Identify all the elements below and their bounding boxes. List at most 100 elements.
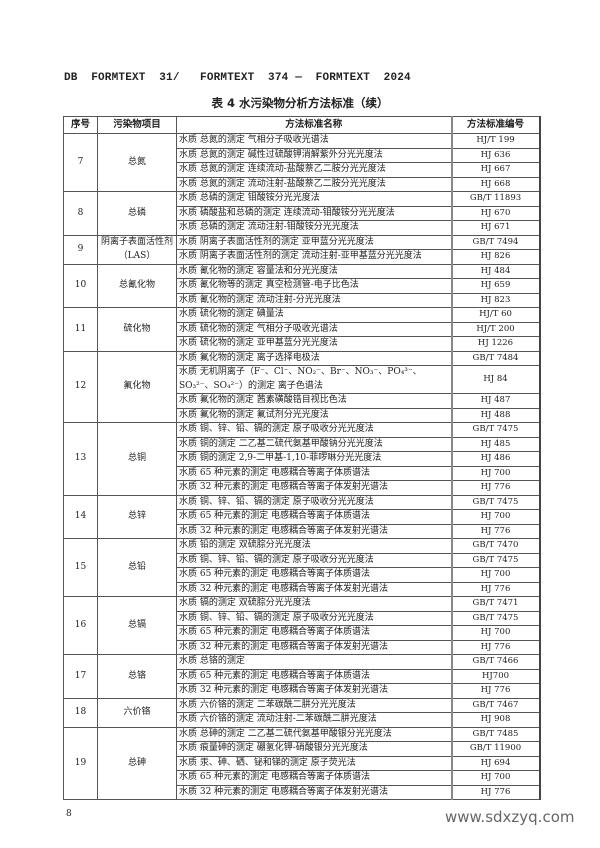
methods-table: 序号 污染物项目 方法标准名称 方法标准编号 7 总氮 水质 总氮的测定 气相分子吸… — [63, 116, 541, 800]
table-row: 水质 65 种元素的测定 电感耦合等离子体质谱法 HJ 700 — [64, 770, 540, 786]
method-code: HJ 776 — [450, 683, 540, 699]
table-row: 水质 32 种元素的测定 电感耦合等离子体发射光谱法 HJ 776 — [64, 784, 540, 800]
method-code: HJ 668 — [450, 176, 540, 192]
method-code: HJ 700 — [450, 625, 540, 641]
method-code: HJ 700 — [450, 465, 540, 481]
table-row: 8 总磷 水质 总磷的测定 钼酸铵分光光度法 GB/T 11893 — [63, 191, 540, 236]
method-name: 水质 阴离子表面活性剂的测定 亚甲蓝分光光度法 — [176, 234, 452, 250]
page-number: 8 — [66, 809, 72, 819]
method-name: 水质 32 种元素的测定 电感耦合等离子体发射光谱法 — [176, 480, 452, 496]
method-name: 水质 铜的测定 2,9-二甲基-1,10-菲啰啉分光光度法 — [176, 451, 452, 467]
method-name: 水质 总氮的测定 连续流动-盐酸萘乙二胺分光光度法 — [176, 162, 452, 178]
method-code: HJ 671 — [450, 220, 540, 236]
table-row: 14 总锌 水质 铜、锌、铅、镉的测定 原子吸收分光光度法 GB/T 7475 — [63, 494, 540, 539]
pollutant-name: 六价铬 — [97, 697, 177, 728]
method-name: 水质 总磷的测定 钼酸铵分光光度法 — [176, 191, 452, 207]
method-code: HJ 1226 — [450, 336, 540, 352]
pollutant-name: 总镉 — [97, 596, 177, 655]
table-row: 水质 32 种元素的测定 电感耦合等离子体发射光谱法 HJ 776 — [64, 683, 540, 699]
method-code: GB/T 11893 — [450, 191, 540, 207]
method-name: 水质 65 种元素的测定 电感耦合等离子体质谱法 — [176, 625, 452, 641]
method-name: 水质 32 种元素的测定 电感耦合等离子体发射光谱法 — [176, 639, 452, 655]
table-row: 18 六价铬 水质 六价铬的测定 二苯碳酰二肼分光光度法 GB/T 7467 — [63, 697, 540, 728]
row-number: 16 — [63, 596, 98, 655]
method-name: 水质 铅的测定 双硫腙分光光度法 — [176, 538, 452, 554]
column-header-pollutant: 污染物项目 — [97, 116, 177, 134]
method-code: HJ 700 — [450, 509, 540, 525]
table-row: 10 总氰化物 水质 氰化物的测定 容量法和分光光度法 HJ 484 — [63, 263, 540, 308]
method-name: 水质 32 种元素的测定 电感耦合等离子体发射光谱法 — [176, 581, 452, 597]
table-row: 15 总铅 水质 铅的测定 双硫腙分光光度法 GB/T 7470 — [63, 538, 540, 597]
method-code: HJ 776 — [450, 523, 540, 539]
method-name: 水质 硫化物的测定 气相分子吸收光谱法 — [176, 321, 452, 337]
watermark: www.sdxzyq.com — [445, 808, 575, 826]
table-row: 水质 无机阴离子（F⁻、Cl⁻、NO₂⁻、Br⁻、NO₃⁻、PO₄³⁻、SO₃²… — [64, 365, 540, 394]
row-number: 19 — [63, 726, 98, 800]
method-name: 水质 32 种元素的测定 电感耦合等离子体发射光谱法 — [176, 523, 452, 539]
method-code: HJ 826 — [450, 249, 540, 265]
method-code: GB/T 7475 — [450, 610, 540, 626]
method-name: 水质 痕量砷的测定 硼氢化钾-硝酸银分光光度法 — [176, 741, 452, 757]
method-name: 水质 氟化物的测定 茜素磺酸锆目视比色法 — [176, 393, 452, 409]
method-code: GB/T 7475 — [450, 494, 540, 510]
method-name: 水质 铜、锌、铅、镉的测定 原子吸收分光光度法 — [176, 552, 452, 568]
method-code: HJ 700 — [450, 567, 540, 583]
table-row: 水质 32 种元素的测定 电感耦合等离子体发射光谱法 HJ 776 — [64, 480, 540, 496]
table-row: 13 总铜 水质 铜、锌、铅、镉的测定 原子吸收分光光度法 GB/T 7475 — [63, 422, 540, 496]
method-name: 水质 氰化物的测定 流动注射-分光光度法 — [176, 292, 452, 308]
method-name: 水质 65 种元素的测定 电感耦合等离子体质谱法 — [176, 770, 452, 786]
method-name: 水质 六价铬的测定 流动注射-二苯碳酰二肼光度法 — [176, 712, 452, 728]
method-name: 水质 镉的测定 双硫腙分光光度法 — [176, 596, 452, 612]
table-row: 水质 65 种元素的测定 电感耦合等离子体质谱法 HJ 700 — [64, 465, 540, 481]
method-code: GB/T 7494 — [450, 234, 540, 250]
pollutant-name: 总氮 — [97, 133, 177, 192]
pollutant-name: 总磷 — [97, 191, 177, 236]
table-row: 水质 阴离子表面活性剂的测定 流动注射-亚甲基蓝分光光度法 HJ 826 — [64, 249, 540, 265]
method-name: 水质 氰化物的测定 容量法和分光光度法 — [176, 263, 452, 279]
pollutant-name: 总砷 — [97, 726, 177, 800]
method-code: HJ/T 200 — [450, 321, 540, 337]
column-header-method-code: 方法标准编号 — [450, 116, 540, 134]
method-code: HJ 487 — [450, 393, 540, 409]
method-name: 水质 铜的测定 二乙基二硫代氨基甲酸钠分光光度法 — [176, 436, 452, 452]
table-row: 9 阴离子表面活性剂（LAS） 水质 阴离子表面活性剂的测定 亚甲蓝分光光度法 GB/… — [63, 234, 540, 265]
method-code: HJ 84 — [450, 365, 540, 394]
row-number: 13 — [63, 422, 98, 496]
column-header-no: 序号 — [63, 116, 98, 134]
row-number: 14 — [63, 494, 98, 539]
row-number: 15 — [63, 538, 98, 597]
method-code: HJ 486 — [450, 451, 540, 467]
method-name: 水质 硫化物的测定 碘量法 — [176, 307, 452, 323]
pollutant-name: 硫化物 — [97, 307, 177, 352]
method-code: HJ 776 — [450, 581, 540, 597]
method-name: 水质 总磷的测定 流动注射-钼酸铵分光光度法 — [176, 220, 452, 236]
method-code: GB/T 7485 — [450, 726, 540, 742]
method-name: 水质 32 种元素的测定 电感耦合等离子体发射光谱法 — [176, 784, 452, 800]
method-code: HJ 488 — [450, 407, 540, 423]
table-row: 水质 磷酸盐和总磷的测定 连续流动-钼酸铵分光光度法 HJ 670 — [64, 205, 540, 221]
method-code: HJ 700 — [450, 770, 540, 786]
row-number: 11 — [63, 307, 98, 352]
method-name: 水质 磷酸盐和总磷的测定 连续流动-钼酸铵分光光度法 — [176, 205, 452, 221]
method-name: 水质 氟化物的测定 氟试剂分光光度法 — [176, 407, 452, 423]
column-header-method-name: 方法标准名称 — [176, 116, 452, 134]
table-header-row: 序号 污染物项目 方法标准名称 方法标准编号 — [63, 116, 540, 134]
method-code: GB/T 7466 — [450, 654, 540, 670]
method-code: GB/T 11900 — [450, 741, 540, 757]
table-row: 19 总砷 水质 总砷的测定 二乙基二硫代氨基甲酸银分光光度法 GB/T 7485 — [63, 726, 540, 800]
document-code-header: DB FORMTEXT 31/ FORMTEXT 374 — FORMTEXT … — [64, 72, 411, 84]
method-code: HJ 659 — [450, 278, 540, 294]
table-row: 11 硫化物 水质 硫化物的测定 碘量法 HJ/T 60 — [63, 307, 540, 352]
table-row: 水质 总氮的测定 连续流动-盐酸萘乙二胺分光光度法 HJ 667 — [64, 162, 540, 178]
pollutant-name: 氟化物 — [97, 350, 177, 423]
pollutant-name: 总铜 — [97, 422, 177, 496]
method-name: 水质 氰化物等的测定 真空检测管-电子比色法 — [176, 278, 452, 294]
method-name: 水质 铜、锌、铅、镉的测定 原子吸收分光光度法 — [176, 494, 452, 510]
table-row: 水质 32 种元素的测定 电感耦合等离子体发射光谱法 HJ 776 — [64, 639, 540, 655]
table-row: 水质 总磷的测定 流动注射-钼酸铵分光光度法 HJ 671 — [64, 220, 540, 236]
method-code: HJ 485 — [450, 436, 540, 452]
method-code: HJ 823 — [450, 292, 540, 308]
row-number: 10 — [63, 263, 98, 308]
method-code: GB/T 7471 — [450, 596, 540, 612]
method-name: 水质 总砷的测定 二乙基二硫代氨基甲酸银分光光度法 — [176, 726, 452, 742]
